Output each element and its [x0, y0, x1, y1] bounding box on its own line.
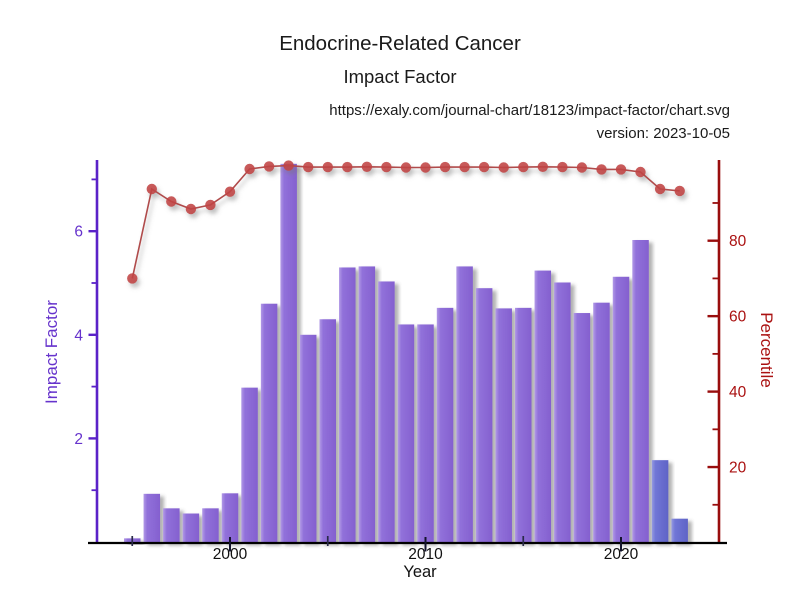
percentile-point-2016	[537, 161, 548, 172]
bar-2006	[339, 267, 356, 543]
bar-2005	[319, 319, 336, 543]
bar-2019	[593, 302, 610, 543]
percentile-point-2020	[615, 164, 627, 175]
page-title: Endocrine-Related Cancer	[279, 32, 521, 55]
bar-1999	[202, 508, 219, 543]
percentile-point-2014	[498, 162, 509, 173]
right-tick-label: 60	[729, 309, 747, 326]
percentile-point-1998	[185, 203, 197, 215]
percentile-point-2006	[342, 161, 353, 173]
bar-2011	[436, 307, 454, 543]
bar-2004	[299, 334, 317, 543]
bar-2000	[221, 493, 239, 543]
right-tick-label: 20	[729, 460, 747, 477]
percentile-point-2003	[283, 160, 294, 171]
percentile-point-2004	[303, 161, 314, 173]
x-axis-label: Year	[403, 563, 437, 581]
percentile-point-2021	[635, 166, 646, 178]
percentile-point-2007	[361, 161, 373, 172]
bar-2018	[573, 313, 591, 543]
bar-2012	[456, 266, 473, 543]
x-tick-label: 2020	[604, 546, 639, 563]
percentile-point-1997	[166, 196, 177, 207]
bar-2016	[534, 270, 552, 543]
x-tick-label: 2000	[213, 546, 248, 563]
bar-2014	[495, 308, 512, 543]
left-axis-label: Impact Factor	[42, 300, 61, 404]
x-tick-label: 2010	[408, 546, 443, 563]
left-tick-label: 2	[74, 431, 83, 448]
percentile-point-2022	[654, 183, 666, 195]
bar-2023	[671, 518, 688, 543]
right-axis-label: Percentile	[757, 312, 776, 388]
bar-2013	[475, 288, 493, 543]
chart-source-url: https://exaly.com/journal-chart/18123/im…	[329, 102, 730, 119]
percentile-point-2011	[439, 161, 451, 173]
bar-2017	[554, 282, 571, 543]
bar-2009	[397, 324, 415, 543]
percentile-point-2002	[263, 161, 275, 172]
percentile-point-2018	[576, 162, 588, 173]
bar-1996	[143, 493, 161, 543]
percentile-point-2005	[322, 161, 333, 173]
bar-2002	[260, 303, 278, 543]
bar-2008	[378, 281, 395, 543]
bar-2021	[632, 240, 649, 543]
left-tick-label: 4	[74, 327, 83, 344]
percentile-point-2008	[381, 161, 392, 173]
bar-2015	[515, 307, 532, 543]
right-tick-label: 40	[729, 384, 747, 401]
percentile-point-2015	[518, 161, 529, 173]
bar-1997	[163, 508, 180, 543]
percentile-point-2023	[674, 185, 685, 197]
bar-2020	[612, 276, 630, 543]
percentile-point-2009	[400, 162, 412, 173]
percentile-point-2013	[478, 161, 490, 173]
bar-2022	[651, 460, 669, 543]
percentile-point-2012	[459, 161, 470, 173]
bar-2007	[358, 266, 376, 543]
left-tick-label: 6	[74, 224, 83, 241]
bar-2003	[280, 163, 297, 544]
percentile-point-2017	[557, 161, 568, 173]
bar-2010	[417, 324, 434, 543]
bar-1998	[182, 513, 200, 543]
right-tick-label: 80	[729, 233, 747, 250]
percentile-point-2000	[224, 186, 236, 197]
page-subtitle: Impact Factor	[343, 66, 457, 87]
percentile-point-2010	[420, 162, 431, 173]
percentile-point-2019	[596, 164, 607, 175]
percentile-line	[127, 160, 685, 284]
impact-factor-bars	[124, 163, 688, 544]
percentile-point-1999	[205, 199, 216, 211]
percentile-point-1996	[146, 183, 157, 195]
bar-2001	[241, 387, 258, 543]
chart-version: version: 2023-10-05	[596, 125, 730, 142]
percentile-point-1995	[127, 273, 138, 284]
percentile-point-2001	[244, 163, 255, 175]
axes: 2 4 6 20 40 60 80 2000 2010 2020 Impact Factor Perc…	[42, 160, 776, 581]
